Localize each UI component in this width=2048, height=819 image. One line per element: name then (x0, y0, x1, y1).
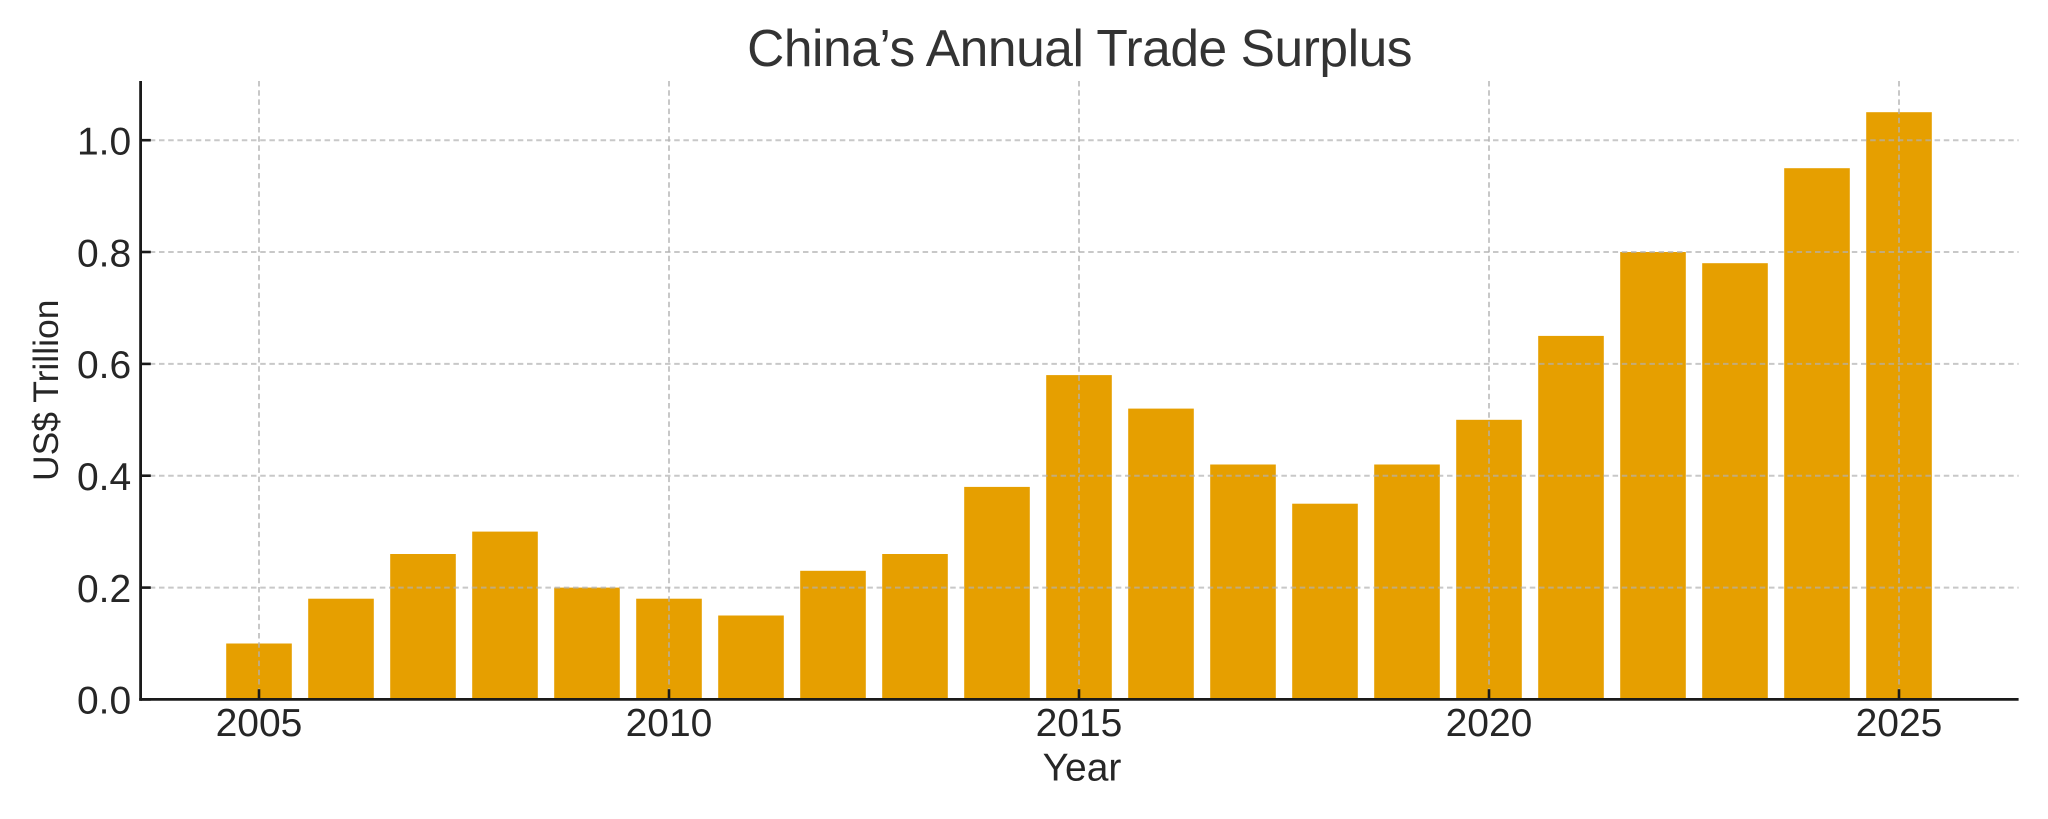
svg-text:2010: 2010 (626, 702, 713, 745)
svg-text:0.2: 0.2 (77, 568, 131, 611)
svg-text:Year: Year (1043, 747, 1122, 790)
svg-text:2015: 2015 (1036, 702, 1123, 745)
svg-text:0.0: 0.0 (77, 680, 131, 723)
svg-text:2005: 2005 (216, 702, 303, 745)
svg-text:0.8: 0.8 (77, 232, 131, 275)
svg-text:0.4: 0.4 (77, 456, 131, 499)
svg-text:US$ Trillion: US$ Trillion (26, 300, 66, 482)
svg-text:0.6: 0.6 (77, 344, 131, 387)
svg-text:China’s Annual Trade Surplus: China’s Annual Trade Surplus (747, 19, 1412, 77)
svg-text:1.0: 1.0 (77, 121, 131, 164)
svg-text:2025: 2025 (1856, 702, 1943, 745)
svg-text:2020: 2020 (1446, 702, 1533, 745)
